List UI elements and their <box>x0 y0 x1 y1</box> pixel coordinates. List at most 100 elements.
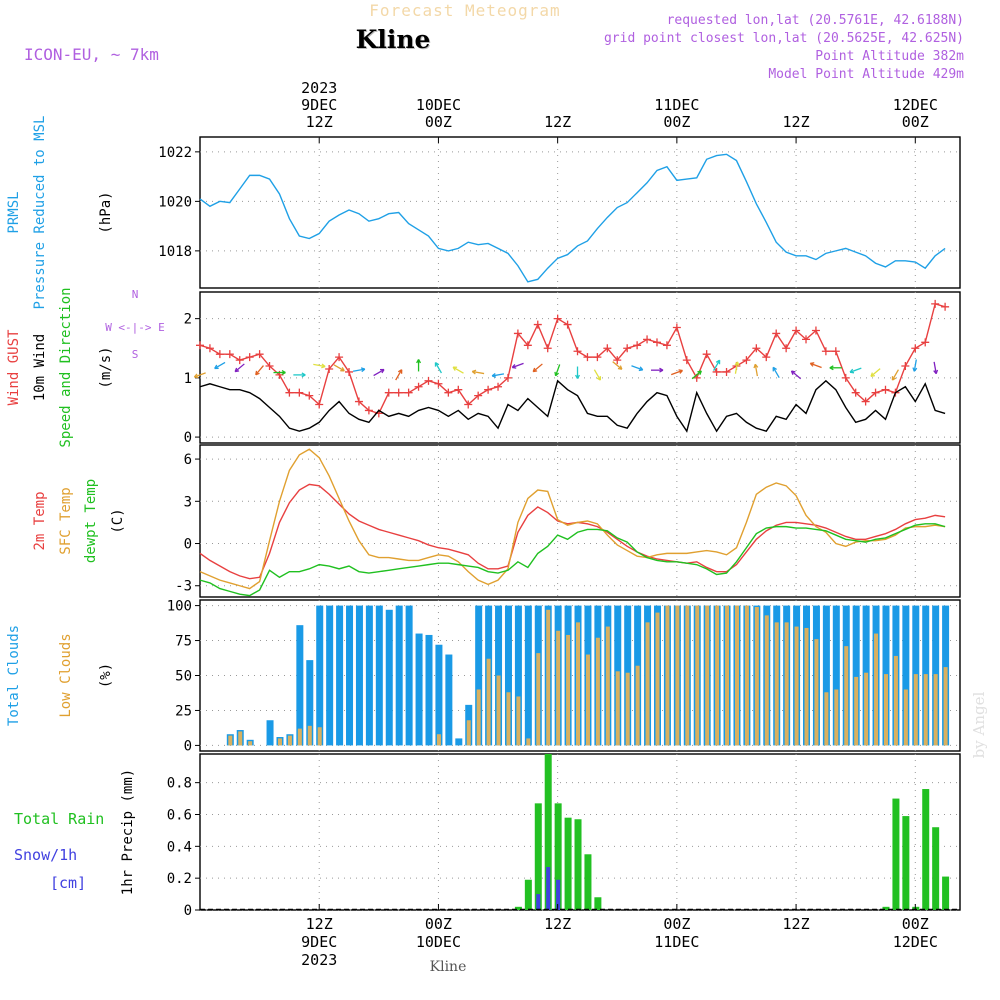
gust-marker <box>712 367 721 376</box>
wind-arrow-head <box>380 368 385 374</box>
bar-rain <box>514 906 522 910</box>
panel-label: Total Clouds <box>6 625 22 726</box>
wind-arrow-head <box>301 372 306 378</box>
bar-low <box>665 605 670 746</box>
wind-arrow-head <box>933 369 939 375</box>
y-tick-label: 1022 <box>158 145 192 161</box>
bar-total <box>336 605 344 746</box>
bar-low <box>536 653 541 746</box>
y-tick-label: 1 <box>184 371 192 387</box>
wind-arrow <box>612 361 623 370</box>
y-tick-label: 100 <box>167 599 192 615</box>
y-tick-label: 0.8 <box>167 776 192 792</box>
bar-low <box>585 654 590 746</box>
bar-total <box>832 605 840 746</box>
gust-marker <box>881 385 890 394</box>
bar-low <box>834 689 839 746</box>
bar-total <box>266 720 274 746</box>
model-altitude: Model Point Altitude 429m <box>768 67 964 82</box>
rain-label: Total Rain <box>14 810 104 828</box>
bar-rain <box>574 819 582 910</box>
wind-arrow <box>593 369 601 381</box>
bar-low <box>814 639 819 746</box>
bar-low <box>744 605 749 746</box>
bar-low <box>317 727 322 746</box>
bar-low <box>526 738 531 746</box>
bar-low <box>556 630 561 746</box>
bar-low <box>784 622 789 746</box>
gust-marker <box>782 344 791 353</box>
wind-arrow <box>313 363 326 368</box>
wind-arrow <box>691 370 702 380</box>
footer-location: Kline <box>430 959 467 975</box>
bar-low <box>307 725 312 746</box>
gust-marker <box>831 347 840 356</box>
gust-marker <box>752 344 761 353</box>
bar-rain <box>544 754 552 910</box>
wind-arrow-head <box>715 359 721 365</box>
wind-arrow <box>512 362 524 369</box>
precip-labels: Total Rain Snow/1h [cm] 1hr Precip (mm) <box>14 769 136 895</box>
time-label-bottom: 11DEC <box>654 933 699 951</box>
gust-marker <box>742 356 751 365</box>
wind-arrow-head <box>575 374 581 379</box>
y-tick-label: 25 <box>175 703 192 719</box>
bar-total <box>306 660 314 746</box>
wind-arrow <box>492 373 505 377</box>
bar-rain <box>534 803 542 910</box>
panel-label: SFC Temp <box>58 487 74 554</box>
bar-low <box>486 658 491 746</box>
panel-temperature: -3 0 3 6 2m Temp SFC Temp dewpt Temp (C) <box>32 444 961 598</box>
bar-low <box>893 655 898 746</box>
gust-marker <box>513 329 522 338</box>
gust-marker <box>285 388 294 397</box>
bar-snow <box>556 879 561 910</box>
bar-low <box>883 674 888 746</box>
bar-low <box>625 672 630 746</box>
y-tick-label: 0.6 <box>167 807 192 823</box>
wind-arrow-head <box>234 367 240 373</box>
wind-arrow <box>713 359 721 371</box>
gust-marker <box>672 323 681 332</box>
faint-title: Forecast Meteogram <box>369 1 560 20</box>
panel-label: 2m Temp <box>32 491 48 550</box>
y-tick-label: 3 <box>184 494 192 510</box>
grid-coords: grid point closest lon,lat (20.5625E, 42… <box>604 31 964 46</box>
panel-unit: (hPa) <box>98 191 114 233</box>
bar-low <box>754 606 759 746</box>
series-gust-line <box>199 302 946 415</box>
gust-marker <box>871 388 880 397</box>
y-tick-label: 0 <box>184 430 192 446</box>
bar-low <box>277 738 282 746</box>
bar-low <box>605 626 610 746</box>
bar-total <box>822 605 830 746</box>
time-label-top: 12Z <box>544 113 571 131</box>
time-label-bottom: 12Z <box>306 915 333 933</box>
gust-marker <box>802 335 811 344</box>
gust-marker <box>255 350 264 359</box>
panel-unit: (C) <box>110 508 126 533</box>
gust-marker <box>305 391 314 400</box>
y-tick-label: 0.4 <box>167 839 192 855</box>
bar-low <box>506 692 511 746</box>
y-tick-label: 2 <box>184 312 192 328</box>
wind-arrow <box>772 367 780 379</box>
wind-arrow-head <box>532 367 538 373</box>
bar-low <box>248 741 253 746</box>
wind-arrow <box>631 365 643 371</box>
wind-arrow-head <box>321 363 326 369</box>
gust-marker <box>603 344 612 353</box>
time-label-top: 10DEC <box>416 96 461 114</box>
bar-total <box>415 633 423 746</box>
y-tick-label: 1020 <box>158 194 192 210</box>
y-tick-label: 1018 <box>158 244 192 260</box>
time-label-bottom: 2023 <box>301 951 337 969</box>
bar-low <box>466 720 471 746</box>
wind-arrow-head <box>809 362 815 367</box>
location-title: Kline <box>356 25 431 54</box>
bar-total <box>445 654 453 746</box>
wind-arrow <box>452 366 464 374</box>
gust-marker <box>295 388 304 397</box>
bar-low <box>774 622 779 746</box>
